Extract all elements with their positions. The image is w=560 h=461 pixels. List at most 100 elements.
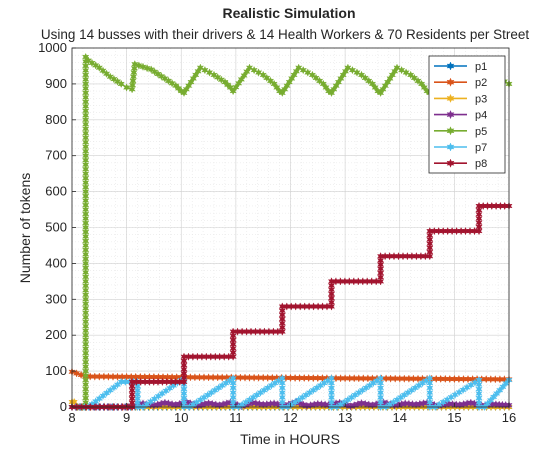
series-point-p8 bbox=[386, 252, 394, 261]
series-point-p5 bbox=[82, 308, 90, 317]
series-point-p5 bbox=[316, 76, 324, 85]
series-point-p8 bbox=[475, 222, 483, 231]
series-point-p2 bbox=[209, 373, 217, 382]
series-point-p8 bbox=[327, 285, 336, 294]
series-point-p5 bbox=[110, 74, 118, 84]
legend-label: p1 bbox=[475, 61, 487, 73]
series-point-p2 bbox=[391, 374, 399, 383]
legend-label: p8 bbox=[475, 158, 487, 170]
series-point-p8 bbox=[412, 252, 420, 261]
series-point-p5 bbox=[357, 70, 366, 79]
series-point-p8 bbox=[278, 323, 286, 332]
series-point-p5 bbox=[414, 76, 422, 85]
series-point-p5 bbox=[131, 60, 139, 69]
series-point-p2 bbox=[405, 374, 413, 383]
series-point-p5 bbox=[82, 380, 90, 389]
series-point-p2 bbox=[259, 373, 267, 382]
y-tick-label: 600 bbox=[45, 184, 67, 199]
series-point-p2 bbox=[482, 375, 490, 384]
series-point-p5 bbox=[164, 76, 173, 85]
series-point-p8 bbox=[256, 327, 264, 336]
series-point-p8 bbox=[426, 252, 434, 261]
chart-subtitle: Using 14 busses with their drivers & 14 … bbox=[41, 27, 529, 42]
legend-marker bbox=[446, 61, 455, 71]
series-point-p5 bbox=[82, 214, 90, 223]
series-point-p8 bbox=[229, 348, 237, 357]
series-point-p5 bbox=[259, 70, 267, 79]
series-point-p5 bbox=[172, 81, 180, 90]
series-point-p5 bbox=[82, 160, 90, 169]
series-point-p5 bbox=[82, 340, 90, 349]
series-point-p5 bbox=[217, 75, 225, 84]
series-point-p5 bbox=[82, 88, 90, 98]
series-point-p8 bbox=[229, 331, 237, 340]
x-axis-label: Time in HOURS bbox=[240, 431, 340, 447]
series-point-p8 bbox=[377, 277, 385, 286]
series-point-p2 bbox=[204, 373, 213, 382]
legend-item-p1: p1 bbox=[434, 61, 487, 73]
series-point-p5 bbox=[129, 76, 137, 85]
series-point-p5 bbox=[82, 84, 90, 93]
y-tick-label: 900 bbox=[45, 76, 67, 91]
legend-label: p2 bbox=[475, 77, 487, 89]
series-point-p5 bbox=[82, 129, 90, 138]
series-point-p2 bbox=[296, 373, 304, 383]
series-point-p5 bbox=[410, 73, 418, 82]
series-point-p5 bbox=[82, 335, 90, 344]
legend-marker bbox=[446, 158, 455, 168]
y-tick-label: 0 bbox=[60, 399, 67, 414]
series-point-p5 bbox=[82, 120, 90, 129]
series-point-p5 bbox=[82, 52, 90, 62]
series-point-p5 bbox=[92, 61, 100, 70]
series-point-p2 bbox=[109, 372, 117, 381]
series-point-p2 bbox=[195, 373, 204, 382]
series-point-p5 bbox=[95, 63, 103, 72]
series-point-p8 bbox=[238, 327, 246, 336]
series-point-p8 bbox=[180, 365, 188, 374]
series-point-p8 bbox=[225, 352, 233, 361]
series-point-p5 bbox=[295, 63, 303, 72]
series-point-p5 bbox=[348, 65, 356, 75]
series-point-p8 bbox=[274, 327, 282, 336]
series-point-p5 bbox=[368, 79, 377, 88]
series-point-p5 bbox=[205, 68, 214, 77]
legend-marker bbox=[446, 142, 455, 152]
x-tick-label: 14 bbox=[393, 410, 407, 425]
series-point-p5 bbox=[393, 63, 401, 72]
series-point-p5 bbox=[82, 124, 90, 133]
series-point-p5 bbox=[82, 313, 90, 322]
series-point-p5 bbox=[82, 192, 90, 201]
series-point-p2 bbox=[487, 375, 495, 384]
series-point-p5 bbox=[82, 362, 90, 371]
series-point-p4 bbox=[299, 400, 307, 409]
series-point-p5 bbox=[168, 79, 176, 88]
series-point-p5 bbox=[82, 254, 90, 263]
series-point-p5 bbox=[123, 83, 131, 92]
series-point-p5 bbox=[143, 64, 151, 73]
series-point-p5 bbox=[322, 83, 330, 92]
series-point-p8 bbox=[426, 235, 434, 244]
series-point-p5 bbox=[88, 58, 96, 68]
series-point-p5 bbox=[82, 357, 90, 367]
series-point-p5 bbox=[308, 70, 316, 79]
series-point-p2 bbox=[191, 373, 199, 382]
legend-marker bbox=[446, 126, 455, 136]
series-point-p8 bbox=[229, 327, 237, 336]
series-point-p5 bbox=[201, 65, 209, 75]
x-tick-label: 8 bbox=[68, 410, 75, 425]
series-point-p5 bbox=[250, 65, 258, 75]
series-point-p8 bbox=[229, 344, 237, 353]
series-point-p5 bbox=[82, 151, 90, 160]
series-point-p5 bbox=[161, 74, 169, 83]
series-point-p5 bbox=[82, 371, 90, 380]
series-point-p5 bbox=[266, 76, 275, 85]
legend-item-p7: p7 bbox=[434, 142, 487, 154]
series-point-p5 bbox=[157, 72, 166, 81]
series-point-p8 bbox=[180, 356, 188, 365]
series-point-p2 bbox=[346, 374, 354, 383]
series-point-p5 bbox=[353, 68, 361, 77]
legend-label: p3 bbox=[475, 93, 487, 105]
series-point-p5 bbox=[82, 277, 90, 286]
series-point-p8 bbox=[220, 352, 228, 361]
series-point-p8 bbox=[327, 302, 336, 311]
